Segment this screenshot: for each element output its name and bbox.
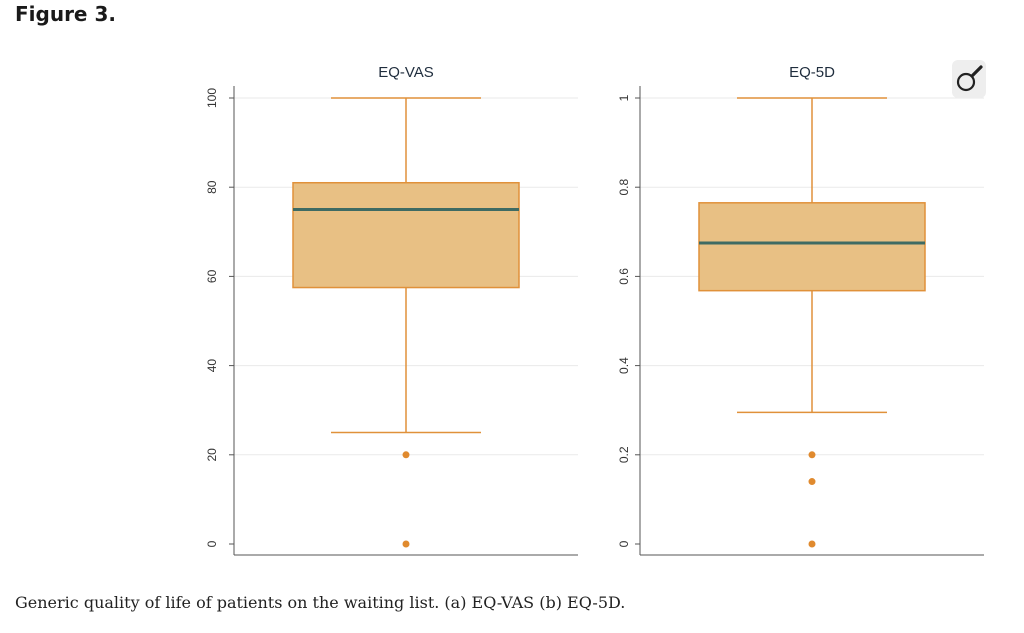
eq-5d-outlier-point bbox=[808, 478, 816, 486]
eq-5d-outlier-point bbox=[808, 540, 816, 548]
eq-5d-outlier-point bbox=[808, 451, 816, 459]
eq-5d-y-tick-label: 0.8 bbox=[617, 179, 631, 196]
eq-vas-y-tick-label: 20 bbox=[205, 448, 219, 462]
eq-vas-outlier-point bbox=[402, 540, 410, 548]
eq-5d-y-tick-label: 1 bbox=[617, 94, 631, 101]
magnifier-icon bbox=[956, 65, 983, 92]
eq-5d-y-tick-label: 0 bbox=[617, 540, 631, 547]
figure-caption: Generic quality of life of patients on t… bbox=[15, 593, 626, 612]
eq-vas-box bbox=[292, 181, 520, 289]
eq-5d-y-tick-label: 0.6 bbox=[617, 268, 631, 285]
zoom-button[interactable] bbox=[952, 60, 986, 98]
eq-vas-y-tick-label: 60 bbox=[205, 269, 219, 283]
eq-vas-title: EQ-VAS bbox=[378, 64, 434, 81]
eq-vas-y-tick-label: 0 bbox=[205, 540, 219, 547]
figure-title: Figure 3. bbox=[15, 2, 116, 26]
eq-5d-box bbox=[698, 202, 926, 292]
eq-vas-y-tick-label: 80 bbox=[205, 180, 219, 194]
eq-vas-y-tick-label: 100 bbox=[205, 88, 219, 108]
boxplot-figure: 0 20 40 60 80 100 EQ-VAS 0 0.2 0.4 0.6 0.8 1 EQ-5D bbox=[196, 60, 986, 568]
eq-5d-y-tick-label: 0.4 bbox=[617, 357, 631, 374]
eq-5d-title: EQ-5D bbox=[789, 64, 835, 81]
eq-5d-y-tick-label: 0.2 bbox=[617, 446, 631, 463]
eq-vas-outlier-point bbox=[402, 451, 410, 459]
plot-area-background bbox=[196, 60, 986, 568]
eq-vas-y-tick-label: 40 bbox=[205, 359, 219, 373]
